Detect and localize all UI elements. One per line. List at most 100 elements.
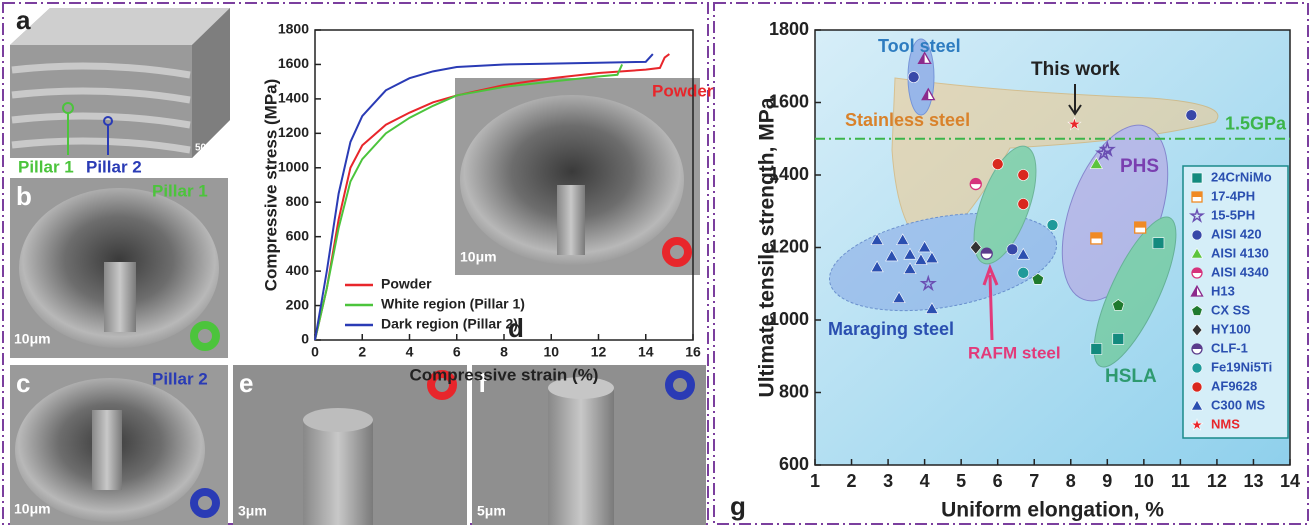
point: [1018, 199, 1029, 210]
x-tick-label: 9: [1102, 471, 1112, 491]
legend-label: 24CrNiMo: [1211, 169, 1272, 184]
x-tick-label: 14: [638, 344, 654, 360]
x-tick-label: 6: [453, 344, 461, 360]
marker-shape: [1153, 238, 1164, 249]
legend-marker: [1192, 382, 1202, 392]
panel-b: b Pillar 1 10μm: [10, 178, 228, 358]
x-axis-title: Compressive strain (%): [410, 365, 599, 384]
inset: Powder 10μm: [455, 78, 714, 275]
marker-shape: [1047, 220, 1058, 231]
pillar-label: Pillar 2: [152, 369, 208, 388]
panel-label: g: [730, 491, 746, 521]
x-tick-label: 13: [1243, 471, 1263, 491]
point: [1047, 220, 1058, 231]
annotation: HSLA: [1105, 366, 1157, 387]
scale-bar: 5μm: [477, 503, 506, 519]
marker-shape: [1186, 110, 1197, 121]
legend-label: H13: [1211, 283, 1235, 298]
y-tick-label: 200: [286, 296, 310, 312]
panel-c: c Pillar 2 10μm: [10, 365, 228, 525]
x-tick-label: 5: [956, 471, 966, 491]
y-tick-label: 1400: [278, 90, 309, 106]
x-tick-label: 2: [358, 344, 366, 360]
point: [992, 159, 1003, 170]
legend-label: Dark region (Pillar 2): [381, 316, 518, 332]
x-tick-label: 14: [1280, 471, 1300, 491]
x-tick-label: 12: [591, 344, 607, 360]
annotation: Tool steel: [878, 36, 961, 56]
legend-marker: [1192, 344, 1202, 354]
x-tick-label: 10: [1134, 471, 1154, 491]
x-tick-label: 3: [883, 471, 893, 491]
scale-bar: 3μm: [238, 503, 267, 519]
point: [1135, 222, 1146, 233]
legend-label: Powder: [381, 276, 432, 292]
y-tick-label: 1600: [278, 55, 309, 71]
panel-label: c: [16, 368, 30, 398]
y-tick-label: 400: [286, 262, 310, 278]
panel-a: 500μm a Pillar 1 Pillar 2: [10, 5, 230, 177]
legend-label: CLF-1: [1211, 340, 1248, 355]
panel-f: f 5μm: [472, 365, 706, 525]
marker-shape: [1192, 382, 1202, 392]
x-tick-label: 16: [685, 344, 701, 360]
y-tick-label: 0: [301, 331, 309, 347]
point: [970, 179, 981, 190]
annotation: PHS: [1120, 156, 1159, 177]
scale-bar: 10μm: [460, 249, 497, 265]
x-tick-label: 12: [1207, 471, 1227, 491]
legend-marker: [1192, 268, 1202, 278]
marker-shape: [992, 159, 1003, 170]
legend-label: 17-4PH: [1211, 188, 1255, 203]
y-tick-label: 600: [286, 227, 310, 243]
point: [981, 248, 992, 259]
x-tick-label: 8: [500, 344, 508, 360]
legend-marker: [1192, 192, 1202, 202]
marker-shape: [1018, 170, 1029, 181]
pillar-label: Pillar 2: [86, 157, 142, 176]
marker-shape: [908, 72, 919, 83]
y-tick-label: 1800: [769, 19, 809, 39]
figure: 500μm a Pillar 1 Pillar 2 b Pillar 1 10μ…: [0, 0, 1311, 527]
panel-label: a: [16, 5, 31, 35]
marker-shape: [1192, 173, 1202, 183]
legend-label: AF9628: [1211, 378, 1257, 393]
legend-label: AISI 4340: [1211, 264, 1269, 279]
annotation: This work: [1031, 59, 1120, 80]
scale-bar: 10μm: [14, 501, 51, 517]
x-tick-label: 0: [311, 344, 319, 360]
x-tick-label: 4: [920, 471, 930, 491]
x-axis-title: Uniform elongation, %: [941, 499, 1164, 522]
legend-marker: [1192, 363, 1202, 373]
point: [908, 72, 919, 83]
legend-label: C300 MS: [1211, 397, 1266, 412]
annotation: Stainless steel: [845, 110, 970, 130]
x-tick-label: 8: [1066, 471, 1076, 491]
marker-shape: [1018, 199, 1029, 210]
point: [1186, 110, 1197, 121]
x-tick-label: 2: [847, 471, 857, 491]
y-tick-label: 1800: [278, 21, 309, 37]
legend-marker: [1192, 230, 1202, 240]
legend-label: 15-5PH: [1211, 207, 1255, 222]
legend-label: Fe19Ni5Ti: [1211, 359, 1272, 374]
legend-label: AISI 420: [1211, 226, 1262, 241]
y-axis-title: Compressive stress (MPa): [261, 79, 280, 292]
x-tick-label: 10: [543, 344, 559, 360]
x-tick-label: 1: [810, 471, 820, 491]
annotation: Maraging steel: [828, 319, 954, 339]
point: [1091, 233, 1102, 244]
x-tick-label: 6: [993, 471, 1003, 491]
legend-label: White region (Pillar 1): [381, 296, 525, 312]
y-tick-label: 1200: [278, 124, 309, 140]
point: [1153, 238, 1164, 249]
legend-label: NMS: [1211, 416, 1240, 431]
x-tick-label: 7: [1029, 471, 1039, 491]
panel-e: e 3μm: [233, 365, 467, 525]
marker-shape: [1192, 363, 1202, 373]
legend-marker: [1192, 173, 1202, 183]
pillar-label: Pillar 1: [18, 157, 74, 176]
legend-label: HY100: [1211, 321, 1251, 336]
panel-label: b: [16, 181, 32, 211]
point: [1018, 267, 1029, 278]
